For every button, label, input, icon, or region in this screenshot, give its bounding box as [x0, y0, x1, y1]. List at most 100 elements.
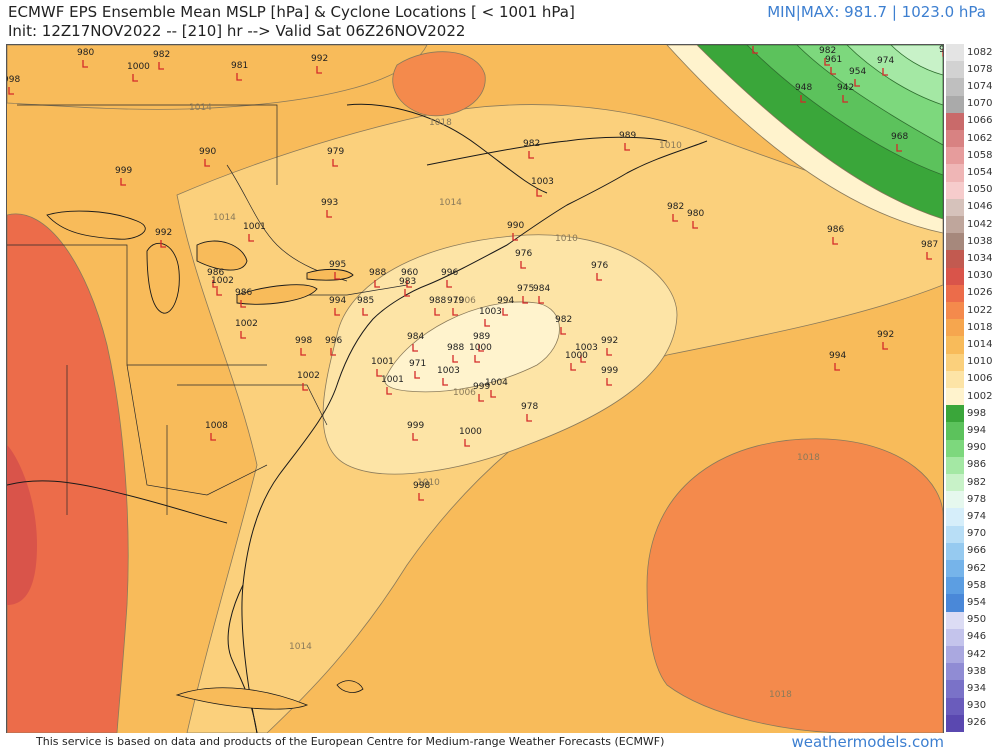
cyclone-pressure-label: 992 [939, 45, 943, 55]
cyclone-pressure-label: 988 [447, 343, 464, 353]
cyclone-marker: 976 [591, 261, 608, 281]
cyclone-pressure-label: 978 [521, 402, 538, 412]
colorbar-swatch [946, 302, 964, 320]
cyclone-pressure-label: 1003 [531, 177, 554, 187]
cyclone-marker: 1004 [485, 378, 508, 398]
colorbar-swatch [946, 250, 964, 269]
colorbar-swatch [946, 353, 964, 372]
cyclone-location-icon [512, 233, 518, 241]
isobar-label: 1014 [189, 103, 212, 113]
cyclone-pressure-label: 954 [849, 67, 866, 77]
cyclone-marker: 990 [199, 147, 216, 167]
cyclone-location-icon [926, 252, 932, 260]
cyclone-pressure-label: 976 [515, 249, 532, 259]
isobar-label: 1010 [659, 141, 682, 151]
cyclone-location-icon [160, 240, 166, 248]
colorbar-label: 1022 [967, 304, 993, 316]
colorbar-label: 986 [967, 459, 987, 471]
colorbar-label: 1046 [967, 201, 993, 213]
cyclone-pressure-label: 988 [369, 268, 386, 278]
colorbar-swatch [946, 525, 964, 544]
cyclone-marker: 994 [329, 296, 346, 316]
field-1002 [384, 301, 560, 393]
cyclone-marker: 1002 [235, 319, 258, 339]
cyclone-marker: 1003 [575, 343, 598, 363]
cyclone-pressure-label: 1004 [485, 378, 508, 388]
cyclone-location-icon [316, 66, 322, 74]
cyclone-location-icon [842, 95, 848, 103]
cyclone-location-icon [216, 288, 222, 296]
cyclone-marker: 960 [401, 268, 418, 288]
cyclone-marker: 988 [447, 343, 464, 363]
cyclone-pressure-label: 986 [235, 288, 252, 298]
colorbar-label: 998 [967, 407, 987, 419]
cyclone-marker: 1000 [127, 62, 150, 82]
cyclone-marker: 998 [295, 336, 312, 356]
cyclone-marker: 992 [311, 54, 328, 74]
brand-link[interactable]: weathermodels.com [791, 733, 944, 751]
cyclone-location-icon [386, 387, 392, 395]
cyclone-pressure-label: 961 [825, 55, 842, 65]
colorbar-swatch [946, 216, 964, 234]
cyclone-pressure-label: 998 [7, 75, 20, 85]
cyclone-location-icon [824, 58, 830, 66]
cyclone-location-icon [334, 272, 340, 280]
cyclone-marker: 980 [687, 209, 704, 229]
min-max-pressure: MIN|MAX: 981.7 | 1023.0 hPa [767, 3, 986, 21]
cyclone-marker: 984 [533, 284, 550, 304]
cyclone-marker: 1003 [437, 366, 460, 386]
colorbar-swatch [946, 370, 964, 389]
cyclone-pressure-label: 994 [829, 351, 846, 361]
cyclone-pressure-label: 988 [429, 296, 446, 306]
colorbar-swatch [946, 164, 964, 183]
cyclone-location-icon [332, 159, 338, 167]
cyclone-location-icon [478, 344, 484, 352]
colorbar-label: 1014 [967, 339, 993, 350]
cyclone-location-icon [624, 143, 630, 151]
cyclone-pressure-label: 960 [401, 268, 418, 278]
colorbar-label: 1006 [967, 373, 993, 385]
cyclone-pressure-label: 999 [601, 366, 618, 376]
cyclone-pressure-label: 987 [921, 240, 938, 250]
cyclone-pressure-label: 982 [153, 50, 170, 60]
cyclone-marker: 1000 [459, 427, 482, 447]
cyclone-marker: 982 [523, 139, 540, 159]
colorbar-swatch [946, 439, 964, 458]
cyclone-pressure-label: 999 [407, 421, 424, 431]
cyclone-location-icon [596, 273, 602, 281]
cyclone-marker: 1001 [371, 357, 394, 377]
colorbar-label: 1062 [967, 132, 993, 144]
cyclone-location-icon [204, 159, 210, 167]
cyclone-marker: 985 [357, 296, 374, 316]
colorbar-label: 1058 [967, 149, 993, 161]
colorbar-label: 978 [967, 493, 987, 505]
colorbar-label: 974 [967, 511, 987, 522]
colorbar-label: 958 [967, 579, 987, 591]
cyclone-pressure-label: 1000 [565, 351, 588, 361]
cyclone-location-icon [248, 234, 254, 242]
cyclone-location-icon [212, 280, 218, 288]
cyclone-location-icon [672, 214, 678, 222]
colorbar-swatch [946, 577, 964, 595]
cyclone-marker: 971 [752, 46, 758, 54]
cyclone-location-icon [240, 300, 246, 308]
colorbar-swatch [946, 714, 964, 733]
cyclone-location-icon [300, 348, 306, 356]
colorbar-swatch [946, 628, 964, 647]
cyclone-location-icon [854, 79, 860, 87]
colorbar-label: 1066 [967, 115, 993, 127]
cyclone-location-icon [374, 280, 380, 288]
colorbar-label: 1038 [967, 235, 993, 247]
cyclone-location-icon [834, 363, 840, 371]
init-valid-time: Init: 12Z17NOV2022 -- [210] hr --> Valid… [8, 22, 466, 40]
cyclone-pressure-label: 992 [601, 336, 618, 346]
cyclone-location-icon [406, 280, 412, 288]
cyclone-location-icon [490, 390, 496, 398]
cyclone-location-icon [478, 394, 484, 402]
colorbar-swatch [946, 646, 964, 664]
isobar-label: 1014 [439, 198, 462, 208]
colorbar-swatch [946, 508, 964, 527]
cyclone-pressure-label: 974 [877, 56, 894, 66]
cyclone-location-icon [120, 178, 126, 186]
cyclone-pressure-label: 1003 [575, 343, 598, 353]
